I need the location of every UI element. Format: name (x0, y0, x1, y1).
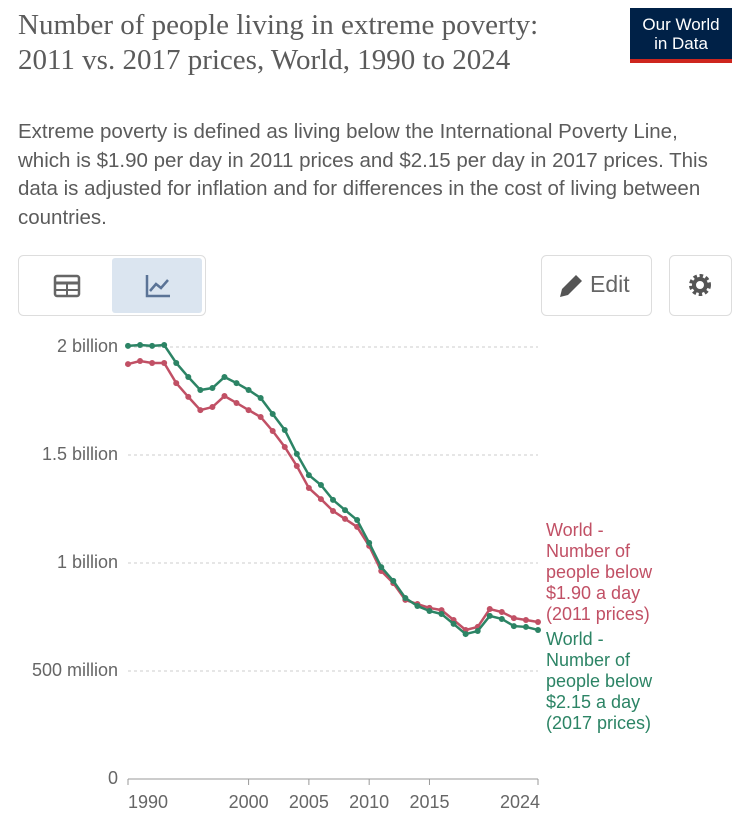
data-point (522, 623, 529, 630)
data-point (149, 359, 156, 366)
data-point (293, 463, 300, 470)
data-point (317, 496, 324, 503)
chart-icon (149, 279, 169, 292)
data-point (149, 342, 156, 349)
logo-line: in Data (654, 34, 708, 53)
data-point (426, 607, 433, 614)
data-point (414, 602, 421, 609)
chart-icon (145, 275, 170, 298)
series-line (127, 343, 539, 636)
data-point (535, 618, 541, 625)
data-point (510, 623, 517, 630)
y-tick-label: 2 billion (57, 336, 118, 356)
y-tick-label: 0 (108, 768, 118, 788)
data-point (185, 393, 192, 400)
data-point (317, 482, 324, 489)
data-point (269, 428, 276, 435)
data-point (125, 361, 131, 368)
data-point (390, 577, 397, 584)
view-toggle (18, 255, 206, 316)
gear-icon (692, 277, 708, 293)
data-point (197, 386, 204, 393)
data-point (233, 399, 240, 406)
data-point (462, 631, 469, 638)
x-tick-label: 2005 (289, 792, 329, 812)
data-point (161, 359, 168, 366)
data-point (209, 404, 216, 411)
data-point (137, 358, 144, 365)
data-point (221, 393, 228, 400)
data-point (257, 413, 264, 420)
data-point (510, 615, 517, 622)
data-point (245, 407, 252, 414)
data-point (330, 496, 336, 503)
data-point (137, 342, 144, 349)
data-point (305, 472, 312, 479)
data-point (498, 615, 505, 622)
data-point (378, 564, 385, 571)
legend-label: World -Number of people below $1.90 a day(… (546, 520, 653, 624)
data-point (366, 539, 373, 546)
data-point (342, 507, 349, 514)
data-point (330, 507, 336, 514)
y-tick-label: 500 million (32, 660, 118, 680)
table-tab[interactable] (53, 274, 81, 298)
data-point (450, 620, 457, 627)
data-point (438, 610, 445, 617)
data-point (486, 606, 493, 613)
x-tick-label: 2010 (349, 792, 389, 812)
data-point (221, 374, 228, 381)
x-tick-label: 2015 (409, 792, 449, 812)
data-point (535, 626, 541, 633)
data-point (257, 394, 264, 401)
edit-button[interactable]: Edit (541, 255, 652, 316)
data-point (161, 342, 168, 349)
data-point (281, 426, 288, 433)
data-point (281, 444, 288, 451)
data-point (305, 485, 312, 492)
logo-line: Our World (642, 15, 720, 34)
data-point (474, 628, 481, 635)
legend-label: World -Number of people below $2.15 a day(… (546, 629, 653, 733)
data-point (402, 594, 409, 601)
data-point (522, 617, 529, 624)
edit-label: Edit (590, 271, 630, 297)
series-line (127, 359, 539, 632)
pencil-icon (560, 275, 582, 297)
data-point (498, 609, 505, 616)
chart-subtitle: Extreme poverty is defined as living bel… (18, 120, 708, 229)
data-point (197, 407, 204, 414)
data-point (269, 410, 276, 417)
y-tick-label: 1 billion (57, 552, 118, 572)
data-point (233, 380, 240, 387)
x-tick-label: 2024 (500, 792, 540, 812)
y-tick-label: 1.5 billion (42, 444, 118, 464)
settings-button[interactable] (669, 255, 732, 316)
data-point (173, 380, 180, 387)
logo[interactable]: Our World in Data (630, 8, 732, 63)
data-point (245, 386, 252, 393)
data-point (125, 342, 131, 349)
data-point (293, 450, 300, 457)
data-point (185, 374, 192, 381)
data-point (173, 359, 180, 366)
data-point (209, 385, 216, 392)
data-point (342, 515, 349, 522)
x-tick-label: 1990 (128, 792, 168, 812)
data-point (354, 517, 361, 524)
x-tick-label: 2000 (229, 792, 269, 812)
chart-title: Number of people living in extreme pover… (18, 9, 539, 76)
data-point (486, 612, 493, 619)
